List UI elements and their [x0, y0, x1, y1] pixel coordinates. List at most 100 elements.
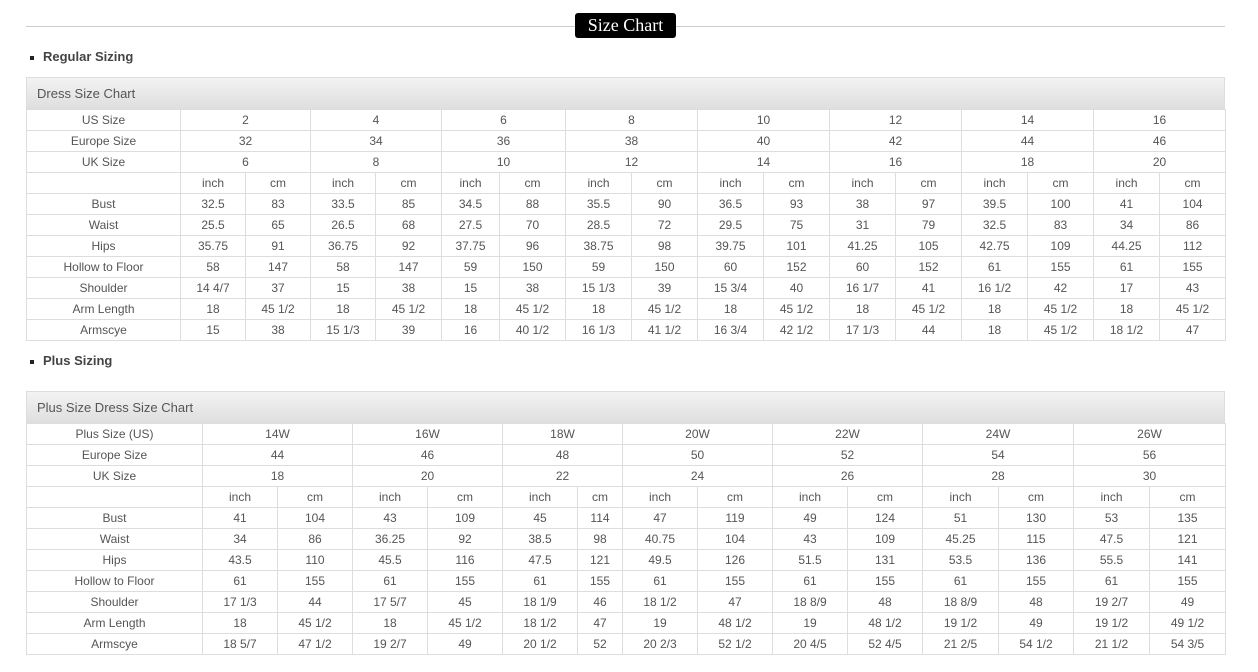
row-label: Hollow to Floor [26, 570, 203, 592]
measurement-cell: 48 [847, 591, 923, 613]
measurement-cell: 27.5 [441, 214, 500, 236]
measurement-cell: 45 1/2 [427, 612, 503, 634]
unit-inch: inch [1073, 486, 1150, 508]
measurement-cell: 40 1/2 [499, 319, 566, 341]
measurement-cell: 45.25 [922, 528, 999, 550]
measurement-cell: 37.75 [441, 235, 500, 257]
measurement-cell: 17 1/3 [829, 319, 897, 341]
measurement-cell: 43 [772, 528, 848, 550]
measurement-cell: 45 1/2 [631, 298, 698, 320]
section-label: Regular Sizing [43, 49, 134, 64]
measurement-cell: 86 [277, 528, 353, 550]
unit-inch: inch [1093, 172, 1161, 194]
measurement-cell: 16 1/2 [961, 277, 1029, 299]
table-row: Hips 43.5 110 45.5 116 47.5 121 49.5 126 51.5 131 5… [26, 549, 1226, 571]
size-cell: 26W [1073, 423, 1226, 445]
size-cell: 14W [202, 423, 353, 445]
measurement-cell: 121 [1149, 528, 1226, 550]
size-cell: 26 [772, 465, 923, 487]
size-cell: 2 [180, 109, 311, 131]
measurement-cell: 60 [697, 256, 764, 278]
row-label: Shoulder [26, 277, 181, 299]
measurement-cell: 49.5 [622, 549, 698, 571]
measurement-cell: 34.5 [441, 193, 500, 215]
measurement-cell: 60 [829, 256, 897, 278]
plus-size-chart: Plus Size Dress Size Chart Plus Size (US… [26, 391, 1226, 655]
measurement-cell: 38.75 [565, 235, 632, 257]
measurement-cell: 126 [697, 549, 773, 571]
measurement-cell: 35.75 [180, 235, 246, 257]
measurement-cell: 49 [1149, 591, 1226, 613]
measurement-cell: 83 [245, 193, 311, 215]
bullet-icon [30, 359, 34, 364]
measurement-cell: 105 [895, 235, 963, 257]
measurement-cell: 18 [202, 612, 278, 634]
measurement-cell: 49 [998, 612, 1074, 634]
measurement-cell: 70 [499, 214, 566, 236]
unit-cm: cm [631, 172, 698, 194]
measurement-cell: 53 [1073, 507, 1150, 529]
row-label: Hips [26, 549, 203, 571]
row-label: UK Size [26, 151, 181, 173]
measurement-cell: 17 1/3 [202, 591, 278, 613]
measurement-cell: 52 1/2 [697, 633, 773, 655]
size-cell: 44 [961, 130, 1095, 152]
size-cell: 8 [310, 151, 442, 173]
measurement-cell: 155 [277, 570, 353, 592]
unit-inch: inch [622, 486, 698, 508]
size-cell: 20 [352, 465, 503, 487]
unit-cm: cm [1027, 172, 1095, 194]
size-cell: 10 [696, 109, 831, 131]
measurement-cell: 49 [772, 507, 848, 529]
measurement-cell: 54 1/2 [998, 633, 1074, 655]
size-cell: 40 [696, 130, 831, 152]
measurement-cell: 109 [847, 528, 923, 550]
size-cell: 16 [1093, 109, 1227, 131]
table-row: Europe Size 44 46 48 50 52 54 56 [26, 444, 1226, 466]
unit-cm: cm [998, 486, 1074, 508]
row-label: Shoulder [26, 591, 203, 613]
row-label: Bust [26, 193, 181, 215]
measurement-cell: 36.5 [697, 193, 764, 215]
row-label: Europe Size [26, 444, 203, 466]
row-label: Waist [26, 214, 181, 236]
size-cell: 12 [829, 109, 963, 131]
measurement-cell: 86 [1159, 214, 1227, 236]
section-plus-heading: Plus Sizing [30, 353, 112, 368]
row-label: Waist [26, 528, 203, 550]
measurement-cell: 17 5/7 [352, 591, 428, 613]
unit-inch: inch [310, 172, 376, 194]
row-label: Hips [26, 235, 181, 257]
size-cell: 14 [961, 109, 1095, 131]
size-cell: 16W [352, 423, 503, 445]
measurement-cell: 18 [961, 298, 1029, 320]
size-cell: 8 [565, 109, 698, 131]
size-cell: 28 [922, 465, 1074, 487]
measurement-cell: 21 1/2 [1073, 633, 1150, 655]
row-label: Armscye [26, 319, 181, 341]
measurement-cell: 44.25 [1093, 235, 1161, 257]
row-label: Arm Length [26, 612, 203, 634]
measurement-cell: 43 [1159, 277, 1227, 299]
section-regular-heading: Regular Sizing [30, 49, 133, 64]
measurement-cell: 45 1/2 [1027, 319, 1095, 341]
measurement-cell: 42 [1027, 277, 1095, 299]
table-row: UK Size 18 20 22 24 26 28 30 [26, 465, 1226, 487]
unit-inch: inch [772, 486, 848, 508]
size-cell: 56 [1073, 444, 1226, 466]
measurement-cell: 41.25 [829, 235, 897, 257]
unit-cm: cm [1159, 172, 1227, 194]
measurement-cell: 21 2/5 [922, 633, 999, 655]
measurement-cell: 36.75 [310, 235, 376, 257]
measurement-cell: 54 3/5 [1149, 633, 1226, 655]
table-row: Armscye 15 38 15 1/3 39 16 40 1/2 16 1/3 41 1/2 1… [26, 319, 1227, 341]
unit-cm: cm [577, 486, 623, 508]
row-label: Bust [26, 507, 203, 529]
table-row: US Size 2 4 6 8 10 12 14 16 [26, 109, 1227, 131]
unit-inch: inch [202, 486, 278, 508]
measurement-cell: 141 [1149, 549, 1226, 571]
table-row: Shoulder 14 4/7 37 15 38 15 38 15 1/3 39 15 3/4 40… [26, 277, 1227, 299]
size-cell: 38 [565, 130, 698, 152]
size-cell: 52 [772, 444, 923, 466]
measurement-cell: 91 [245, 235, 311, 257]
